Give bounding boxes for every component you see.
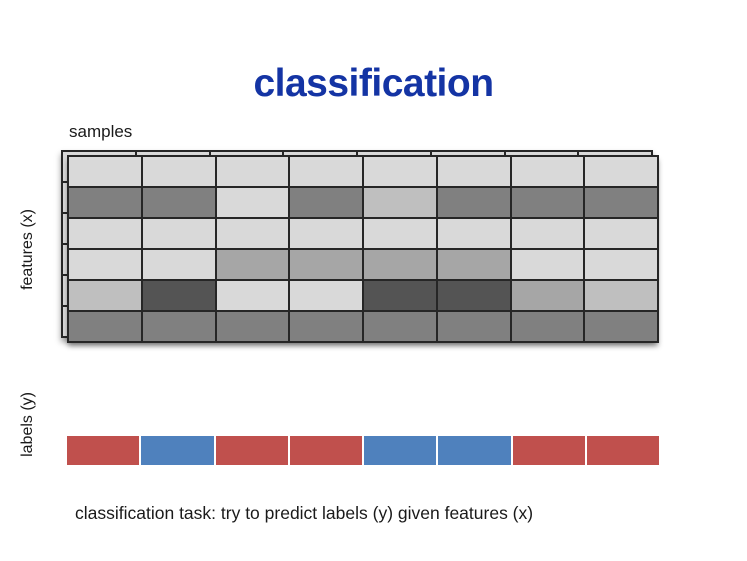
feature-cell bbox=[364, 188, 436, 217]
feature-cell bbox=[511, 281, 584, 310]
feature-cell bbox=[437, 157, 510, 186]
feature-cell bbox=[142, 188, 215, 217]
feature-cell bbox=[364, 219, 436, 248]
feature-cell bbox=[585, 250, 657, 279]
labels-axis-label-wrap: labels (y) bbox=[16, 378, 40, 470]
feature-cell bbox=[364, 281, 436, 310]
feature-cell bbox=[290, 250, 362, 279]
feature-cell bbox=[511, 188, 584, 217]
feature-matrix bbox=[61, 150, 659, 343]
labels-strip bbox=[67, 436, 659, 465]
feature-cell bbox=[511, 219, 584, 248]
feature-cell bbox=[142, 157, 215, 186]
feature-cell bbox=[142, 281, 215, 310]
feature-matrix-front bbox=[67, 155, 659, 343]
feature-cell bbox=[142, 312, 215, 341]
feature-cell bbox=[437, 188, 510, 217]
feature-cell bbox=[364, 250, 436, 279]
feature-cell bbox=[437, 250, 510, 279]
feature-cell bbox=[585, 157, 657, 186]
feature-cell bbox=[216, 188, 289, 217]
caption: classification task: try to predict labe… bbox=[75, 503, 534, 523]
feature-cell bbox=[585, 219, 657, 248]
feature-cell bbox=[585, 281, 657, 310]
label-cell-red bbox=[67, 436, 140, 465]
feature-cell bbox=[216, 250, 289, 279]
feature-cell bbox=[69, 219, 141, 248]
samples-label: samples bbox=[69, 122, 133, 141]
feature-cell bbox=[511, 157, 584, 186]
feature-cell bbox=[364, 157, 436, 186]
feature-cell bbox=[290, 281, 362, 310]
label-cell-red bbox=[512, 436, 585, 465]
feature-cell bbox=[437, 219, 510, 248]
feature-cell bbox=[69, 250, 141, 279]
feature-cell bbox=[216, 157, 289, 186]
feature-cell bbox=[142, 250, 215, 279]
label-cell-blue bbox=[364, 436, 437, 465]
feature-cell bbox=[511, 312, 584, 341]
label-cell-blue bbox=[438, 436, 511, 465]
feature-cell bbox=[69, 281, 141, 310]
features-axis-label-wrap: features (x) bbox=[16, 155, 40, 343]
feature-cell bbox=[216, 312, 289, 341]
feature-cell bbox=[69, 312, 141, 341]
label-cell-red bbox=[215, 436, 288, 465]
feature-cell bbox=[585, 188, 657, 217]
feature-cell bbox=[290, 312, 362, 341]
label-cell-red bbox=[289, 436, 362, 465]
feature-cell bbox=[290, 157, 362, 186]
feature-cell bbox=[216, 219, 289, 248]
feature-cell bbox=[511, 250, 584, 279]
feature-cell bbox=[290, 188, 362, 217]
feature-cell bbox=[216, 281, 289, 310]
features-axis-label: features (x) bbox=[19, 208, 36, 290]
page-title: classification bbox=[253, 62, 494, 106]
feature-cell bbox=[290, 219, 362, 248]
feature-cell bbox=[585, 312, 657, 341]
feature-cell bbox=[69, 188, 141, 217]
feature-cell bbox=[364, 312, 436, 341]
feature-cell bbox=[437, 281, 510, 310]
labels-axis-label: labels (y) bbox=[19, 391, 36, 457]
label-cell-blue bbox=[141, 436, 214, 465]
label-cell-red bbox=[586, 436, 659, 465]
feature-cell bbox=[142, 219, 215, 248]
feature-cell bbox=[437, 312, 510, 341]
feature-cell bbox=[69, 157, 141, 186]
